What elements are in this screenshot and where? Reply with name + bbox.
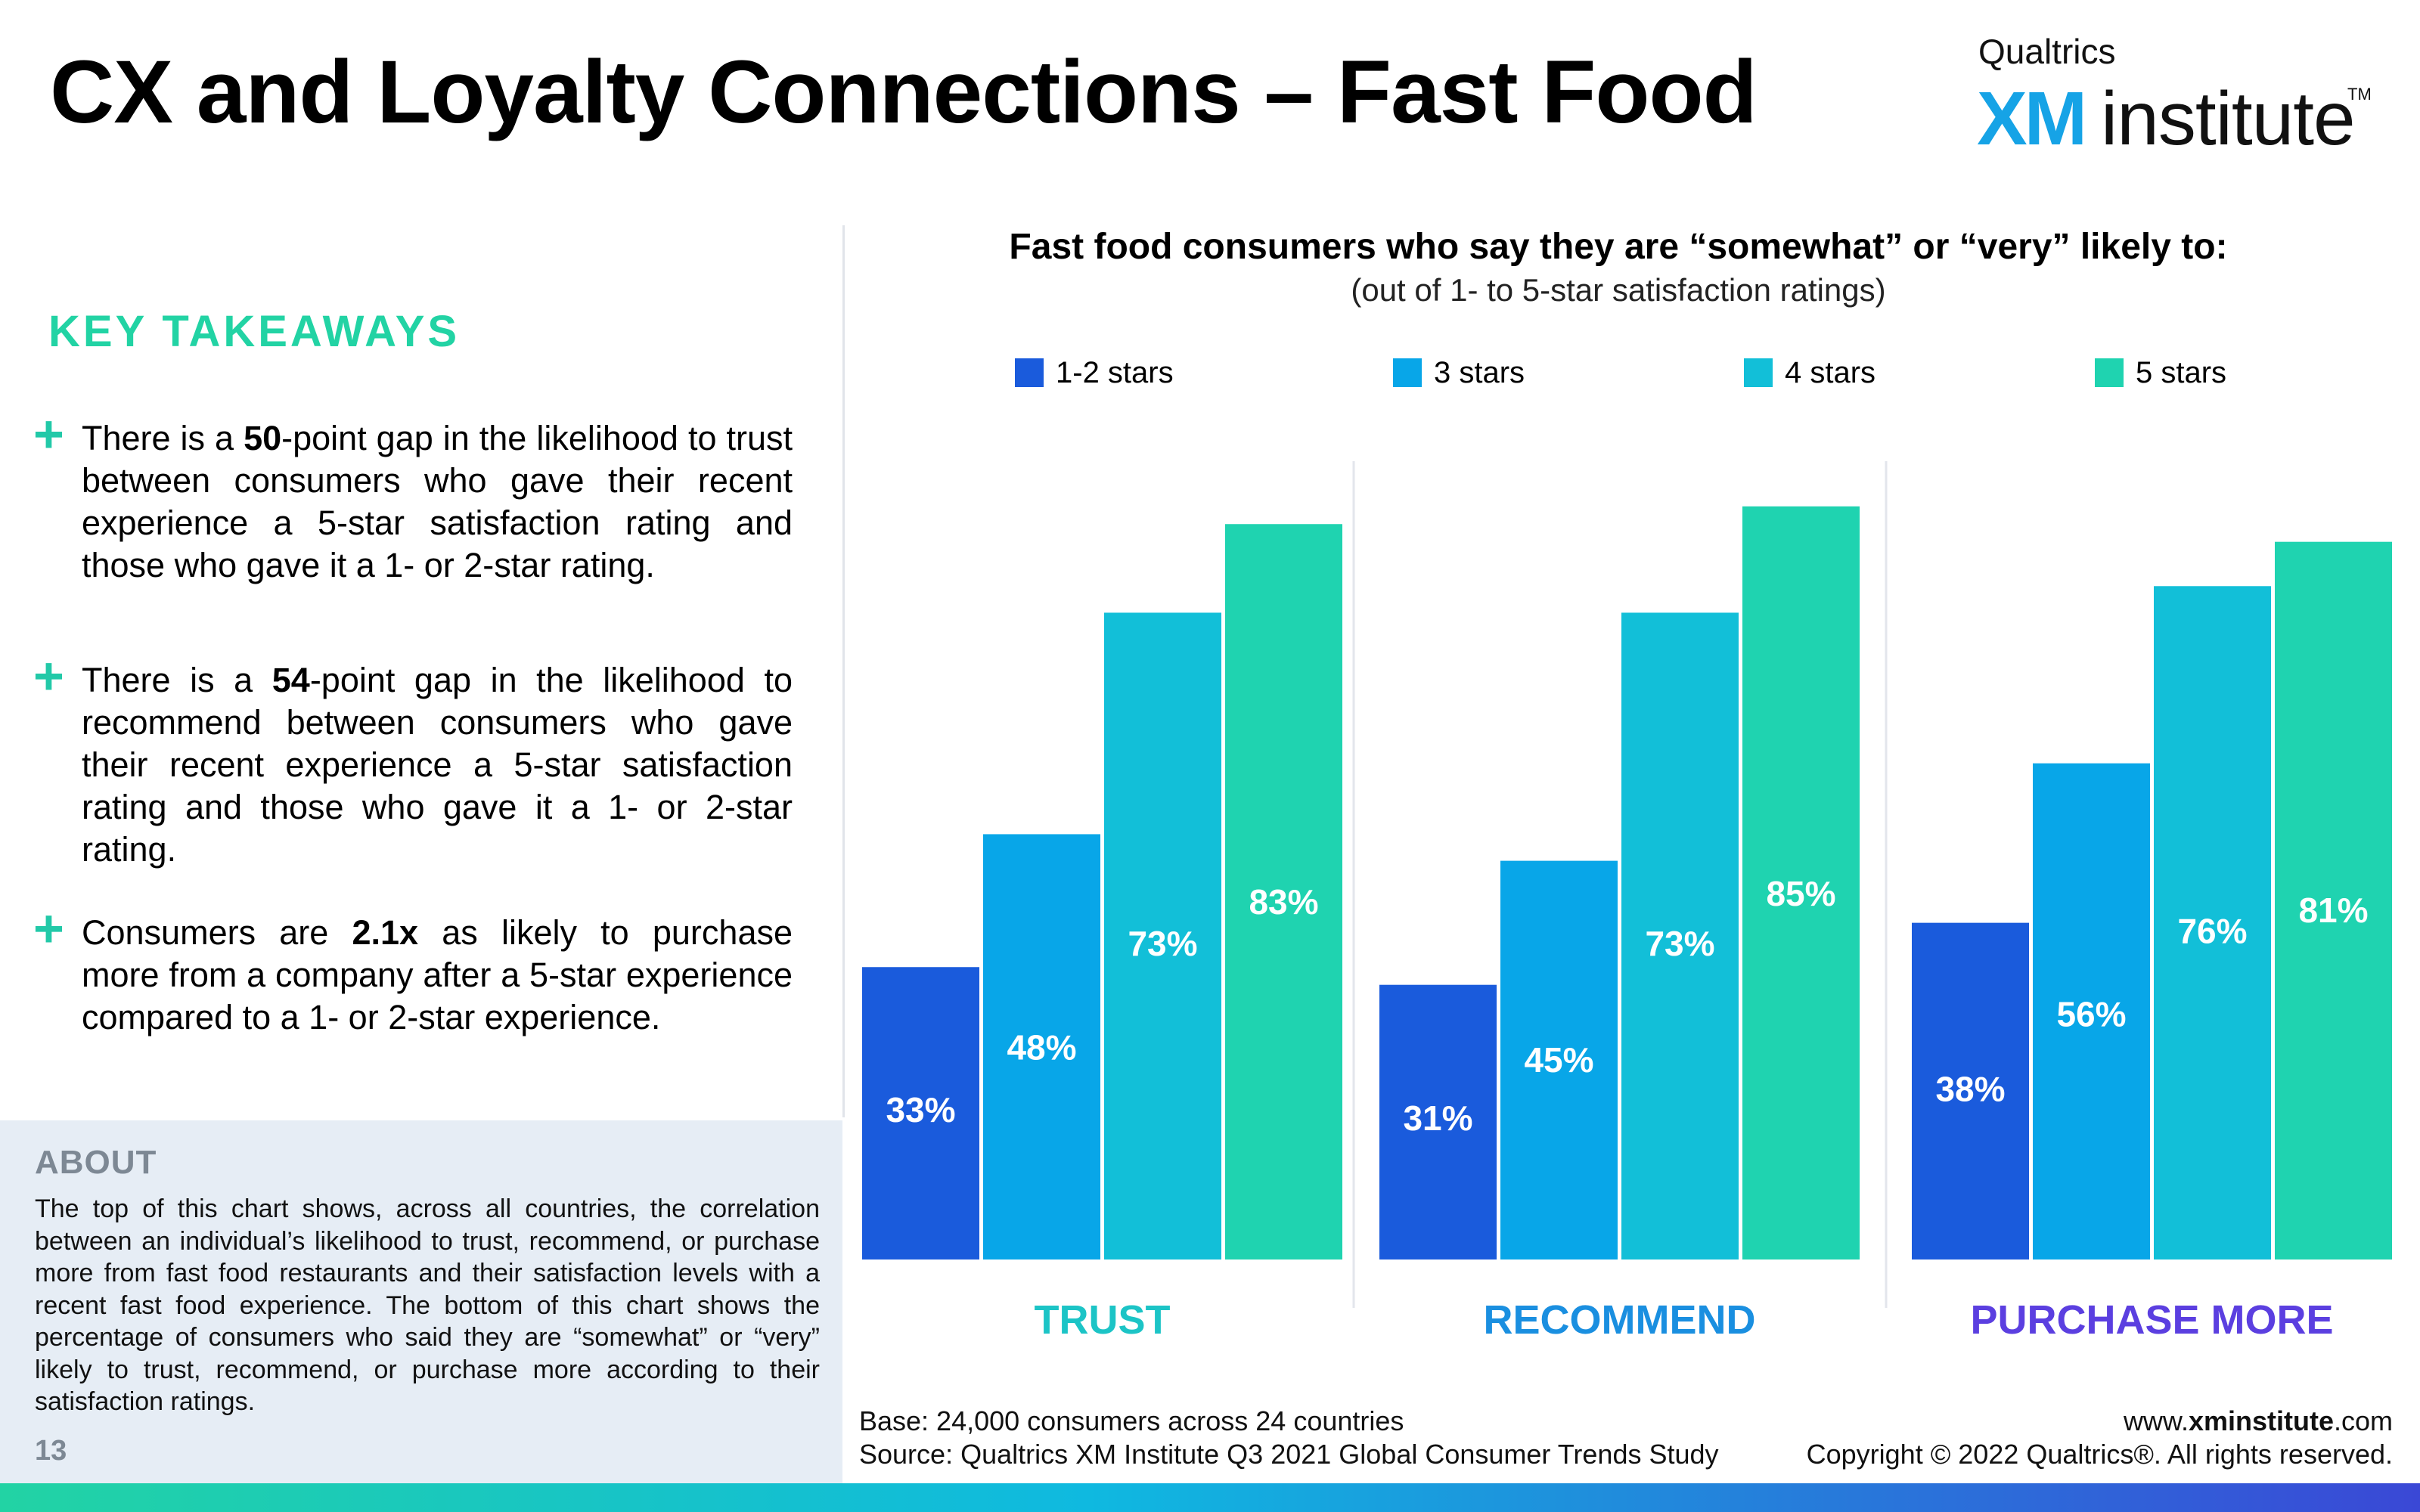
bar-value-label: 56% (2056, 995, 2126, 1034)
footer-base: Base: 24,000 consumers across 24 countri… (859, 1405, 1404, 1436)
key-takeaways-heading: KEY TAKEAWAYS (48, 307, 461, 356)
legend-label: 4 stars (1785, 355, 1876, 389)
takeaway-item: There is a 50-point gap in the likelihoo… (82, 417, 793, 587)
bar-value-label: 31% (1403, 1098, 1472, 1138)
chart-subtitle: (out of 1- to 5-star satisfaction rating… (1351, 272, 1886, 308)
takeaway-item: There is a 54-point gap in the likelihoo… (82, 659, 793, 871)
legend-swatch (2095, 358, 2124, 387)
page-number: 13 (35, 1435, 67, 1467)
about-panel (0, 1120, 842, 1483)
legend-item-4-stars: 4 stars (1744, 354, 1876, 392)
takeaway-item: Consumers are 2.1x as likely to purchase… (82, 912, 793, 1039)
footer-brand-block: www.xminstitute.com Copyright © 2022 Qua… (1807, 1405, 2393, 1471)
takeaway-text: -point gap in the likelihood to recommen… (82, 661, 793, 869)
bar-trust-4-stars (1104, 612, 1221, 1259)
plus-icon: + (33, 646, 64, 705)
category-label-purchase-more: PURCHASE MORE (1970, 1297, 2333, 1343)
legend-label: 3 stars (1434, 355, 1525, 389)
bar-recommend-1-2-stars (1379, 984, 1497, 1259)
qualtrics-xm-institute-logo: Qualtrics XM institute TM (1977, 30, 2372, 160)
takeaway-highlight: 54 (271, 661, 310, 699)
bar-value-label: 73% (1128, 924, 1197, 963)
footer-url-suffix: .com (2333, 1405, 2393, 1436)
column-divider (842, 225, 845, 1117)
about-text: The top of this chart shows, across all … (35, 1194, 820, 1416)
bar-value-label: 85% (1766, 874, 1835, 913)
legend-label: 1-2 stars (1056, 355, 1174, 389)
chart-title: Fast food consumers who say they are “so… (1009, 227, 2228, 267)
plus-icon: + (33, 404, 64, 463)
legend-item-5-stars: 5 stars (2095, 354, 2226, 392)
brand-xm-text: XM (1977, 76, 2087, 161)
bar-value-label: 83% (1249, 882, 1318, 922)
bar-trust-3-stars (983, 834, 1100, 1259)
footer-url-domain: xminstitute (2188, 1405, 2334, 1436)
takeaway-text: There is a (82, 419, 244, 457)
bar-trust-1-2-stars (862, 967, 979, 1259)
footer-copyright: Copyright © 2022 Qualtrics®. All rights … (1806, 1439, 2393, 1470)
takeaway-highlight: 2.1x (352, 913, 419, 952)
legend-swatch (1015, 358, 1044, 387)
category-label-trust: TRUST (1035, 1297, 1171, 1343)
bar-value-label: 45% (1524, 1040, 1593, 1080)
bar-value-label: 48% (1007, 1028, 1076, 1067)
bar-value-label: 81% (2298, 891, 2368, 930)
footer-source-block: Base: 24,000 consumers across 24 countri… (859, 1405, 1719, 1471)
legend-label: 5 stars (2136, 355, 2227, 389)
bar-recommend-3-stars (1500, 860, 1618, 1259)
category-label-recommend: RECOMMEND (1484, 1297, 1756, 1343)
legend-swatch (1744, 358, 1773, 387)
takeaway-text: Consumers are (82, 913, 352, 952)
bar-value-label: 76% (2177, 911, 2247, 950)
legend-item-3-stars: 3 stars (1393, 354, 1525, 392)
bar-trust-5-stars (1225, 524, 1342, 1259)
footer-url-prefix: www. (2123, 1405, 2189, 1436)
bar-purchase-more-5-stars (2275, 541, 2392, 1259)
bar-value-label: 73% (1645, 924, 1714, 963)
brand-trademark: TM (2347, 85, 2372, 104)
bar-purchase-more-3-stars (2033, 763, 2150, 1259)
legend-swatch (1393, 358, 1422, 387)
takeaway-highlight: 50 (244, 419, 282, 457)
plus-icon: + (33, 899, 64, 958)
footer-source: Source: Qualtrics XM Institute Q3 2021 G… (859, 1439, 1719, 1470)
bar-purchase-more-4-stars (2154, 586, 2271, 1259)
bar-recommend-4-stars (1621, 612, 1739, 1259)
takeaway-text: There is a (82, 661, 272, 699)
about-heading: ABOUT (35, 1144, 157, 1181)
bar-value-label: 33% (886, 1090, 955, 1129)
brand-institute-text: institute (2101, 76, 2356, 161)
brand-qualtrics-text: Qualtrics (1978, 32, 2116, 71)
bottom-gradient-bar (0, 1483, 2420, 1512)
takeaway-text: -point gap in the likelihood to trust be… (82, 419, 793, 584)
legend-item-1-2-stars: 1-2 stars (1015, 354, 1174, 392)
footer-url[interactable]: www.xminstitute.com (1807, 1405, 2393, 1438)
bar-value-label: 38% (1935, 1070, 2005, 1109)
bar-purchase-more-1-2-stars (1912, 922, 2029, 1259)
takeaway-text: as likely to purchase more from a compan… (82, 913, 793, 1036)
bar-recommend-5-stars (1742, 506, 1860, 1259)
page-title: CX and Loyalty Connections – Fast Food (50, 42, 1758, 142)
